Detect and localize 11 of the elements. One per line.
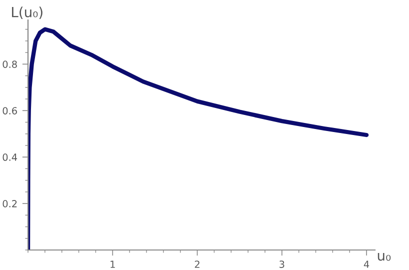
x-tick-label: 1 xyxy=(110,260,115,268)
x-tick-label: 3 xyxy=(280,260,284,268)
x-axis-title: u₀ xyxy=(378,252,391,261)
line-series xyxy=(28,27,369,250)
y-tick-label: 0.6 xyxy=(2,107,17,114)
y-axis-title: L(u₀) xyxy=(12,6,42,19)
x-tick-label: 2 xyxy=(194,260,200,268)
x-tick-label: 4 xyxy=(364,260,370,268)
y-tick-label: 0.4 xyxy=(2,154,18,161)
y-tick-label: 0.2 xyxy=(2,200,17,208)
y-tick-label: 0.8 xyxy=(2,60,17,68)
